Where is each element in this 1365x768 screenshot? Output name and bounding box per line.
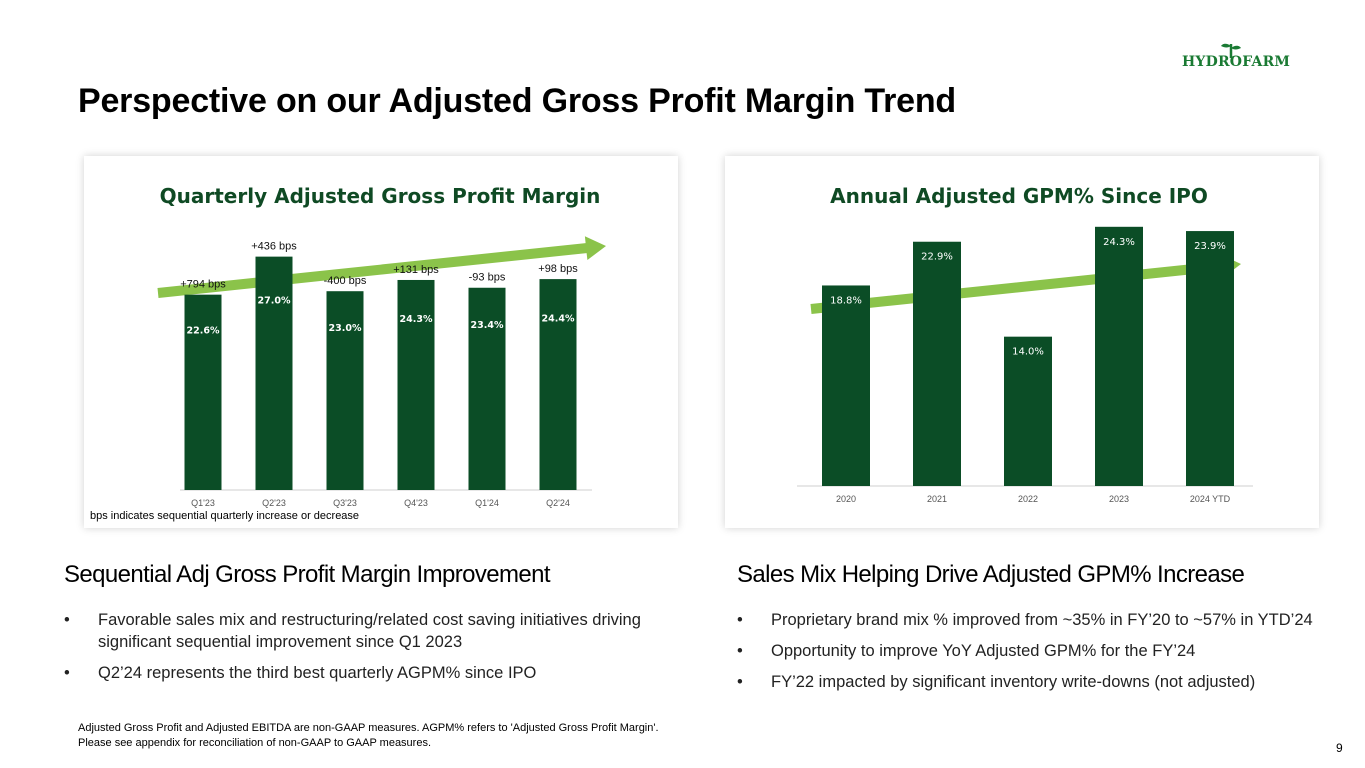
x-tick-label: 2023: [1109, 494, 1129, 504]
bps-annotation: +794 bps: [180, 279, 226, 291]
sprout-icon: [1221, 43, 1241, 58]
bullet-icon: •: [64, 611, 70, 629]
bar: [539, 279, 577, 490]
list-item: • Opportunity to improve YoY Adjusted GPM…: [737, 642, 1196, 660]
bps-annotation: -400 bps: [324, 275, 367, 287]
footnote-line: Please see appendix for reconciliation o…: [78, 737, 432, 749]
bar-value-label: 14.0%: [1012, 347, 1044, 358]
bar-value-label: 22.9%: [921, 252, 953, 263]
bar: [397, 279, 435, 490]
list-item: • Favorable sales mix and restructuring/r…: [64, 611, 641, 651]
bar-value-label: 27.0%: [258, 295, 291, 306]
bps-annotation: +98 bps: [538, 263, 578, 275]
bps-annotation: +436 bps: [251, 241, 297, 253]
bar-value-label: 24.3%: [1103, 237, 1135, 248]
bps-annotation: -93 bps: [469, 272, 506, 284]
bps-annotation: +131 bps: [393, 264, 439, 276]
annual-chart-panel: Annual Adjusted GPM% Since IPO 18.8% 2020 2…: [725, 156, 1319, 528]
quarterly-chart: Quarterly Adjusted Gross Profit Margin 22…: [157, 184, 606, 508]
chart-title: Annual Adjusted GPM% Since IPO: [830, 184, 1208, 208]
bar: [913, 241, 961, 486]
annual-chart: Annual Adjusted GPM% Since IPO 18.8% 2020 2…: [797, 184, 1253, 504]
right-section-heading: Sales Mix Helping Drive Adjusted GPM% In…: [737, 561, 1245, 588]
list-item: • Proprietary brand mix % improved from ~…: [737, 611, 1313, 629]
list-item: • Q2’24 represents the third best quarter…: [64, 664, 537, 682]
bullet-icon: •: [737, 611, 743, 629]
bar-value-label: 24.4%: [542, 313, 575, 324]
bar-value-label: 24.3%: [400, 314, 433, 325]
x-tick-label: 2021: [927, 494, 947, 504]
right-bullet-list: • Proprietary brand mix % improved from ~…: [737, 609, 1337, 702]
chart-note: bps indicates sequential quarterly incre…: [90, 510, 360, 522]
bar-value-label: 23.0%: [329, 323, 362, 334]
x-tick-label: Q2'23: [262, 498, 286, 508]
left-bullet-list: • Favorable sales mix and restructuring/r…: [64, 609, 704, 693]
bullet-icon: •: [737, 642, 743, 660]
chart-title: Quarterly Adjusted Gross Profit Margin: [160, 184, 601, 208]
bar: [255, 256, 293, 490]
footnote: Adjusted Gross Profit and Adjusted EBITD…: [78, 721, 659, 751]
page-title: Perspective on our Adjusted Gross Profit…: [78, 82, 956, 120]
page-number: 9: [1336, 741, 1343, 755]
bullet-icon: •: [64, 664, 70, 682]
bar: [468, 287, 506, 490]
x-tick-label: Q4'23: [404, 498, 428, 508]
x-tick-label: 2024 YTD: [1190, 494, 1231, 504]
bar-value-label: 23.4%: [471, 320, 504, 331]
x-tick-label: 2022: [1018, 494, 1038, 504]
bullet-icon: •: [737, 673, 743, 691]
bar: [1004, 336, 1052, 486]
logo-text: HYDROFARM: [1182, 54, 1291, 70]
x-tick-label: 2020: [836, 494, 856, 504]
left-section-heading: Sequential Adj Gross Profit Margin Impro…: [64, 561, 551, 588]
x-tick-label: Q2'24: [546, 498, 570, 508]
x-tick-label: Q3'23: [333, 498, 357, 508]
bar: [184, 294, 222, 490]
x-tick-label: Q1'24: [475, 498, 499, 508]
bar-value-label: 18.8%: [830, 295, 862, 306]
bar: [1186, 231, 1234, 486]
bar: [1095, 226, 1143, 487]
quarterly-chart-panel: Quarterly Adjusted Gross Profit Margin 22…: [84, 156, 678, 528]
trend-arrow: [810, 254, 1241, 314]
list-item: • FY’22 impacted by significant inventory…: [737, 673, 1256, 691]
x-tick-label: Q1'23: [191, 498, 215, 508]
bar-value-label: 23.9%: [1194, 241, 1226, 252]
bar: [326, 291, 364, 490]
bar-value-label: 22.6%: [187, 326, 220, 337]
footnote-line: Adjusted Gross Profit and Adjusted EBITD…: [78, 722, 659, 734]
hydrofarm-logo: HYDROFARM: [1182, 40, 1291, 72]
bar: [822, 285, 870, 486]
